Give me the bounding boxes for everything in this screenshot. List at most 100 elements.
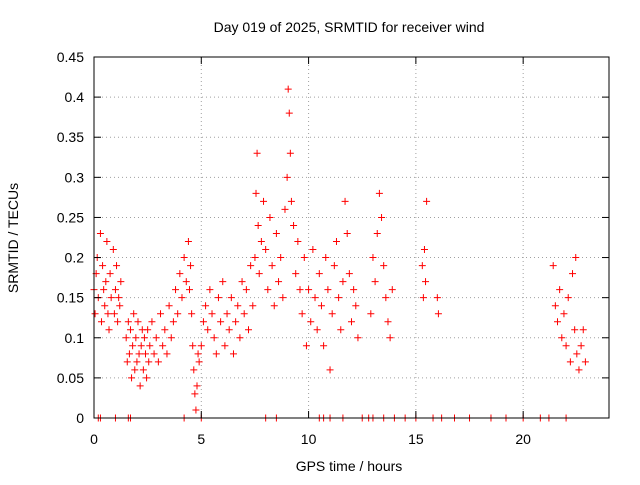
data-point (188, 310, 196, 318)
data-point (110, 310, 118, 318)
data-point (378, 213, 386, 221)
data-point (309, 246, 317, 254)
data-point (247, 262, 255, 270)
data-point (562, 342, 570, 350)
data-point (107, 294, 115, 302)
data-point (204, 326, 212, 334)
data-point (317, 302, 325, 310)
data-point (367, 310, 375, 318)
data-point (272, 229, 280, 237)
data-point (208, 310, 216, 318)
data-point (419, 294, 427, 302)
data-point (161, 326, 169, 334)
plot-frame (93, 56, 610, 419)
data-point (339, 278, 347, 286)
data-point (270, 302, 278, 310)
data-point (343, 229, 351, 237)
data-point (294, 238, 302, 246)
y-tick-label: 0.35 (57, 129, 84, 145)
data-point (144, 326, 152, 334)
data-point (332, 238, 340, 246)
data-point (113, 262, 121, 270)
data-point (284, 85, 292, 93)
data-point (330, 262, 338, 270)
data-point (382, 294, 390, 302)
data-point (137, 342, 145, 350)
data-point (579, 326, 587, 334)
data-point (135, 350, 143, 358)
data-point (199, 318, 207, 326)
data-point (115, 294, 123, 302)
data-point (104, 310, 112, 318)
data-point (91, 310, 99, 318)
data-point (102, 278, 110, 286)
data-point (109, 246, 117, 254)
data-point (434, 310, 442, 318)
data-point (221, 342, 229, 350)
data-point (266, 213, 274, 221)
data-point (157, 310, 165, 318)
data-point (111, 286, 119, 294)
x-tick-label: 20 (515, 431, 531, 447)
data-point (251, 254, 259, 262)
data-point (369, 254, 377, 262)
data-point (185, 286, 193, 294)
data-point (422, 278, 430, 286)
data-point (254, 221, 262, 229)
data-point (418, 262, 426, 270)
data-point (375, 189, 383, 197)
data-point (569, 270, 577, 278)
data-point (210, 334, 218, 342)
data-point (132, 334, 140, 342)
y-tick-label: 0.05 (57, 370, 84, 386)
data-point (114, 318, 122, 326)
data-point (287, 197, 295, 205)
data-point (98, 318, 106, 326)
data-point (128, 374, 136, 382)
points-layer (90, 85, 589, 422)
grid-layer (94, 57, 609, 418)
y-tick-label: 0.3 (65, 169, 85, 185)
data-point (298, 310, 306, 318)
data-point (571, 326, 579, 334)
data-point (193, 382, 201, 390)
data-point (101, 302, 109, 310)
data-point (348, 318, 355, 326)
data-point (350, 286, 358, 294)
data-point (255, 270, 263, 278)
data-point (136, 382, 144, 390)
data-point (134, 318, 142, 326)
data-point (260, 197, 268, 205)
y-tick-label: 0.1 (65, 330, 85, 346)
data-point (165, 302, 173, 310)
data-point (146, 342, 154, 350)
data-point (176, 270, 184, 278)
data-point (174, 310, 182, 318)
data-point (140, 334, 148, 342)
data-point (139, 366, 147, 374)
y-tick-label: 0.15 (57, 290, 84, 306)
data-point (159, 342, 167, 350)
x-tick-label: 15 (408, 431, 424, 447)
data-point (292, 270, 300, 278)
data-point (195, 358, 203, 366)
chart-title: Day 019 of 2025, SRMTID for receiver win… (214, 19, 485, 35)
data-point (184, 238, 192, 246)
data-point (103, 238, 111, 246)
data-point (433, 294, 441, 302)
data-point (313, 326, 321, 334)
data-point (178, 294, 186, 302)
y-tick-label: 0.45 (57, 49, 84, 65)
data-point (277, 254, 285, 262)
data-point (180, 254, 188, 262)
data-point (337, 326, 345, 334)
data-point (286, 149, 294, 157)
data-point (423, 197, 431, 205)
data-point (264, 286, 272, 294)
data-point (257, 238, 265, 246)
data-point (116, 302, 124, 310)
data-point (388, 286, 396, 294)
data-point (577, 342, 585, 350)
data-point (130, 310, 138, 318)
